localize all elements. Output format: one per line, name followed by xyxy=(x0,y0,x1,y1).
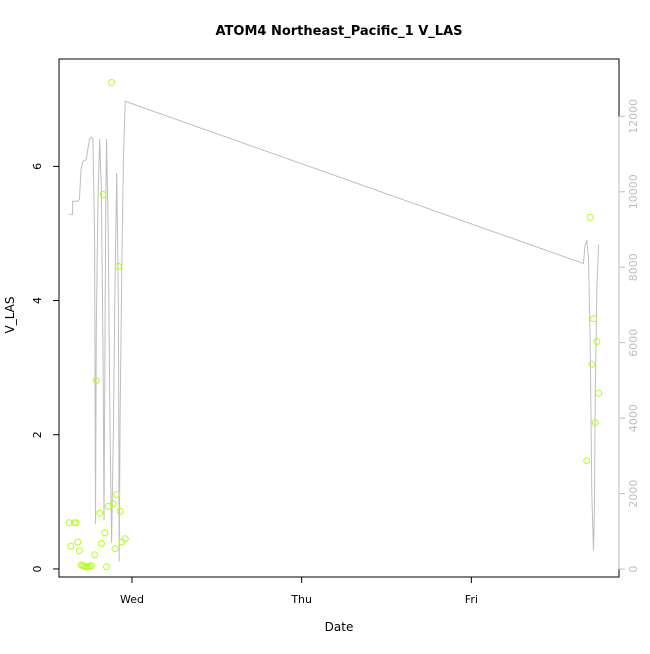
y-tick-label: 4 xyxy=(31,297,44,304)
y2-tick-label: 0 xyxy=(627,566,640,573)
data-point xyxy=(101,529,109,537)
data-point xyxy=(111,545,119,553)
x-tick-label: Thu xyxy=(290,593,312,606)
x-tick-label: Fri xyxy=(465,593,478,606)
y2-tick-label: 10000 xyxy=(627,174,640,209)
data-point xyxy=(109,500,117,508)
x-axis-label: Date xyxy=(325,620,354,634)
data-point xyxy=(72,519,80,527)
data-point xyxy=(75,547,83,555)
data-point xyxy=(91,551,99,559)
plot-frame xyxy=(58,58,620,578)
data-point xyxy=(74,538,82,546)
data-point xyxy=(590,315,597,323)
data-point xyxy=(588,360,596,368)
y2-tick-label: 4000 xyxy=(627,404,640,432)
data-point xyxy=(595,389,603,397)
chart-title: ATOM4 Northeast_Pacific_1 V_LAS xyxy=(215,24,462,39)
data-point xyxy=(65,519,73,527)
series-line xyxy=(69,100,600,562)
data-point xyxy=(121,535,129,543)
y2-tick-label: 2000 xyxy=(627,480,640,508)
point-series xyxy=(65,79,603,571)
data-point xyxy=(114,262,122,270)
data-point xyxy=(113,491,121,498)
y2-tick-label: 12000 xyxy=(627,99,640,134)
y2-tick-label: 6000 xyxy=(627,329,640,357)
y-axis-label: V_LAS xyxy=(3,297,17,334)
data-point xyxy=(116,507,124,515)
data-point xyxy=(103,563,110,571)
y-tick-label: 6 xyxy=(31,163,44,170)
data-point xyxy=(67,542,75,550)
data-point xyxy=(92,376,100,384)
data-point xyxy=(108,79,116,86)
y-tick-label: 2 xyxy=(31,431,44,438)
data-point xyxy=(591,419,599,427)
y-axis-right: 0 2000 4000 6000 8000 10000 12000 xyxy=(618,99,640,573)
data-point xyxy=(586,213,594,221)
data-point xyxy=(99,191,107,198)
line-series xyxy=(69,100,600,562)
data-point xyxy=(583,457,591,465)
data-point xyxy=(96,509,104,517)
x-axis: Wed Thu Fri xyxy=(120,577,478,606)
data-point xyxy=(97,540,105,547)
y-tick-label: 0 xyxy=(31,565,44,572)
y2-tick-label: 8000 xyxy=(627,253,640,281)
y-axis-left: 0 2 4 6 xyxy=(31,163,59,572)
x-tick-label: Wed xyxy=(120,593,144,606)
data-point xyxy=(593,338,601,345)
data-point xyxy=(87,562,95,570)
